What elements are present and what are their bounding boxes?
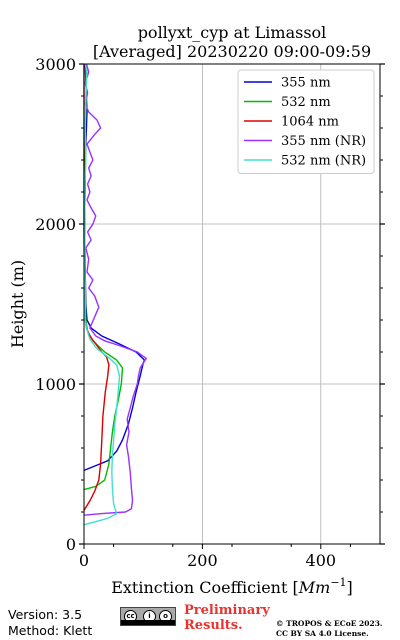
y-axis-label: Height (m) [8,260,27,348]
x-tick-label: 200 [187,551,218,570]
legend-label: 355 nm (NR) [281,134,366,149]
plot-series [83,63,148,526]
copyright-notice: © TROPOS & ECoE 2023. CC BY SA 4.0 Licen… [276,619,383,638]
series-line-355-nm-nr- [83,63,148,516]
legend-box [237,69,375,174]
chart-title: pollyxt_cyp at Limassol [138,23,327,42]
cc-license-badge-icon: cc i o [120,607,176,626]
method-text: Method: Klett [8,623,93,638]
y-tick-label: 3000 [35,55,76,74]
series-line-355-nm [83,63,146,472]
legend-label: 355 nm [281,76,331,91]
x-tick-label: 400 [306,551,337,570]
legend-label: 532 nm (NR) [281,154,366,169]
legend-label: 532 nm [281,95,331,110]
y-tick-label: 0 [66,535,76,554]
legend: 355 nm 532 nm 1064 nm 355 nm (NR) 532 nm (NR… [237,69,375,174]
version-text: Version: 3.5 [8,607,83,622]
legend-label: 1064 nm [281,115,339,130]
x-axis-label: Extinction Coefficient [Mm−1] [111,576,353,597]
x-tick-label: 0 [79,551,89,570]
chart-subtitle: [Averaged] 20230220 09:00-09:59 [93,42,371,61]
axis-ticks: 0 200 400 0 1000 2000 3000 [35,55,385,570]
chart: pollyxt_cyp at Limassol [Averaged] 20230… [8,23,385,597]
y-tick-label: 1000 [35,375,76,394]
series-line-1064-nm [83,64,110,511]
footer-info: Version: 3.5 Method: Klett [8,607,92,639]
series-line-532-nm-nr- [83,63,121,526]
preliminary-notice: Preliminary Results. [184,603,270,633]
y-tick-label: 2000 [35,215,76,234]
